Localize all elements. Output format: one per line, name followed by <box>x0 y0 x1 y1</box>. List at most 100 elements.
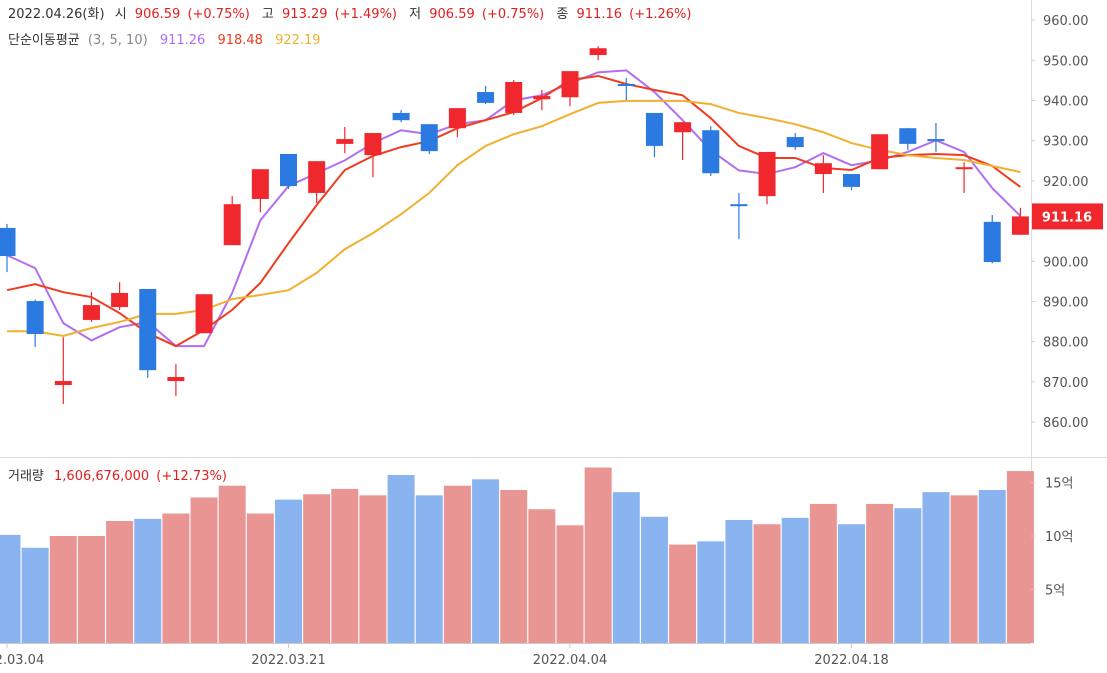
volume-header: 거래량 1,606,676,000 (+12.73%) <box>8 469 227 484</box>
ma-params: (3, 5, 10) <box>88 33 148 48</box>
candle-body <box>927 139 945 142</box>
y-tick-label: 950.00 <box>1043 54 1089 69</box>
volume-bar <box>838 524 865 643</box>
header-value: 911.16 <box>577 7 623 22</box>
candle-body <box>308 161 326 193</box>
header-change: (+1.26%) <box>629 7 691 22</box>
candle-body <box>505 81 523 113</box>
header-value: 906.59 <box>135 7 181 22</box>
x-tick-label: 2022.03.04 <box>0 653 44 668</box>
candle-body <box>448 108 466 129</box>
volume-bar <box>978 489 1006 643</box>
volume-bar <box>556 525 584 643</box>
volume-bar <box>922 492 950 643</box>
volume-bar <box>584 467 612 643</box>
volume-bar <box>866 503 894 643</box>
candle-body <box>617 84 635 87</box>
header-label: 저 <box>409 7 421 22</box>
volume-bar <box>106 521 134 643</box>
ma-legend: 단순이동평균 (3, 5, 10) 911.26 918.48 922.19 <box>8 33 321 48</box>
volume-bar <box>21 547 49 643</box>
volume-bar <box>415 495 443 643</box>
header-value: 913.29 <box>282 7 328 22</box>
y-tick-label: 930.00 <box>1043 135 1089 150</box>
volume-bar <box>359 495 387 643</box>
volume-bar <box>612 492 640 643</box>
volume-bar <box>781 517 809 643</box>
candle-body <box>702 130 720 174</box>
ma-label: 단순이동평균 <box>8 33 80 48</box>
volume-value: 1,606,676,000 <box>54 469 149 484</box>
price-tag <box>1032 203 1103 230</box>
candle-body <box>364 133 382 156</box>
header-label: 시 <box>115 7 127 22</box>
volume-bar <box>303 494 331 643</box>
candle-body <box>786 137 804 148</box>
volume-change: (+12.73%) <box>156 469 227 484</box>
ma-line <box>7 99 1021 338</box>
volume-bar <box>0 534 21 643</box>
header-label: 고 <box>262 7 274 22</box>
header-change: (+1.49%) <box>335 7 397 22</box>
candle-body <box>251 169 269 199</box>
volume-bar <box>134 518 162 643</box>
candle-body <box>1011 216 1029 235</box>
volume-bar <box>809 503 837 643</box>
candle-body <box>139 288 157 371</box>
volume-bar <box>190 497 218 643</box>
candle-body <box>814 163 832 175</box>
volume-bar <box>725 519 753 643</box>
y-tick-label: 15억 <box>1045 477 1074 492</box>
candle-body <box>899 128 917 144</box>
volume-bar <box>331 488 359 643</box>
volume-bar <box>753 524 781 643</box>
candle-body <box>983 221 1001 263</box>
candle-body <box>82 305 100 320</box>
ma-value: 911.26 <box>160 33 206 48</box>
volume-bar <box>894 508 922 643</box>
y-tick-label: 880.00 <box>1043 336 1089 351</box>
candle-body <box>111 293 129 308</box>
candle-body <box>871 134 889 170</box>
header-change: (+0.75%) <box>482 7 544 22</box>
volume-bar <box>218 485 246 643</box>
y-tick-label: 920.00 <box>1043 175 1089 190</box>
price-header: 2022.04.26(화) 시 906.59 (+0.75%) 고 913.29… <box>8 7 691 22</box>
candle-body <box>0 227 16 257</box>
volume-bar <box>500 489 528 643</box>
candle-body <box>674 122 692 133</box>
volume-bar <box>950 495 978 643</box>
candle-body <box>955 167 973 170</box>
ma-value: 918.48 <box>217 33 263 48</box>
y-tick-label: 900.00 <box>1043 255 1089 270</box>
y-tick-label: 5억 <box>1045 584 1065 599</box>
header-label: 종 <box>556 7 568 22</box>
y-tick-label: 890.00 <box>1043 295 1089 310</box>
x-tick-label: 2022.04.04 <box>533 653 607 668</box>
header-date: 2022.04.26(화) <box>8 7 105 22</box>
volume-bar <box>472 479 500 643</box>
volume-bar <box>1006 471 1034 643</box>
volume-bar <box>246 513 274 643</box>
y-tick-label: 960.00 <box>1043 14 1089 29</box>
candle-body <box>336 139 354 144</box>
volume-bar <box>697 541 725 643</box>
volume-bar <box>77 536 105 643</box>
candle-body <box>392 112 410 121</box>
volume-bar <box>443 485 471 643</box>
candle-body <box>477 92 495 103</box>
candle-body <box>223 204 241 246</box>
volume-bar <box>162 513 190 643</box>
candle-body <box>730 204 748 207</box>
candle-body <box>561 71 579 98</box>
marks <box>0 46 1034 643</box>
volume-bar <box>669 544 697 643</box>
y-tick-label: 860.00 <box>1043 416 1089 431</box>
volume-bar <box>387 475 415 643</box>
candle-body <box>420 124 438 152</box>
volume-title: 거래량 <box>8 469 44 484</box>
candle-body <box>54 381 72 386</box>
candle-body <box>167 377 185 382</box>
x-tick-label: 2022.03.21 <box>251 653 325 668</box>
candle-body <box>533 96 551 100</box>
